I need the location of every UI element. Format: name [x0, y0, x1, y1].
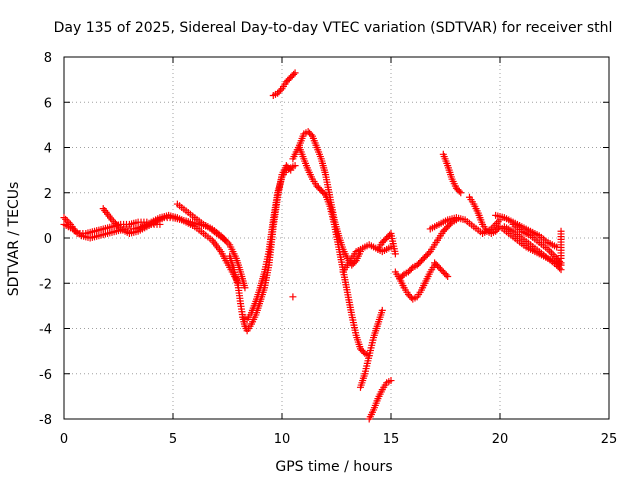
axis-ticks: 0 5 10 15 20 25 -8 -6 -4 -2 0 2 4 6 8 — [39, 51, 617, 447]
y-tick-label: -2 — [39, 277, 52, 292]
data-point — [557, 254, 565, 262]
y-tick-label: 0 — [44, 232, 52, 247]
data-point — [290, 70, 298, 78]
data-point — [557, 266, 565, 274]
x-tick-label: 15 — [383, 432, 400, 447]
x-tick-label: 5 — [169, 432, 177, 447]
chart-title: Day 135 of 2025, Sidereal Day-to-day VTE… — [54, 20, 613, 36]
data-point — [444, 272, 452, 280]
data-point — [387, 377, 395, 385]
data-point — [60, 214, 68, 222]
y-axis-label: SDTVAR / TECUs — [6, 182, 22, 297]
data-point — [425, 249, 433, 257]
x-tick-label: 25 — [601, 432, 618, 447]
data-points — [60, 69, 565, 423]
y-tick-label: -4 — [39, 323, 52, 338]
data-point — [359, 348, 367, 356]
data-point — [291, 162, 299, 170]
data-point — [320, 190, 328, 198]
series-arc-16 — [391, 261, 439, 303]
series-arc-5 — [173, 200, 249, 292]
series-arc-14 — [365, 377, 395, 423]
series-arc-6 — [226, 162, 295, 335]
data-point — [447, 220, 455, 228]
data-point — [399, 272, 407, 280]
series-arc-9 — [289, 293, 297, 301]
y-tick-label: 8 — [44, 51, 52, 66]
series-arc-24 — [509, 220, 565, 267]
series-arc-23 — [500, 223, 565, 274]
series-arc-11 — [295, 144, 373, 360]
data-point — [351, 258, 359, 266]
series-arc-13 — [356, 306, 386, 391]
series-arc-20 — [426, 214, 504, 237]
data-point — [277, 86, 285, 94]
data-point — [62, 215, 70, 223]
series-arc-7 — [239, 162, 299, 323]
x-tick-label: 0 — [60, 432, 68, 447]
series-arc-19 — [439, 150, 465, 197]
data-point — [113, 221, 121, 229]
data-point — [391, 250, 399, 258]
data-point — [455, 187, 463, 195]
data-point — [307, 131, 315, 139]
data-point — [407, 265, 415, 273]
data-point — [289, 293, 297, 301]
data-point — [549, 251, 557, 259]
data-point — [556, 264, 564, 272]
data-point — [546, 247, 554, 255]
series-arc-15 — [374, 229, 399, 258]
series-arc-17 — [396, 216, 460, 283]
data-point — [378, 306, 386, 314]
x-axis-label: GPS time / hours — [275, 459, 392, 475]
series-arc-18 — [431, 259, 452, 280]
data-point — [291, 69, 299, 77]
y-tick-label: 2 — [44, 187, 52, 202]
data-point — [547, 249, 555, 257]
data-point — [457, 189, 465, 197]
data-point — [442, 271, 450, 279]
y-tick-label: -8 — [39, 413, 52, 428]
series-arc-8 — [269, 69, 299, 99]
data-point — [63, 217, 71, 225]
data-point — [241, 284, 249, 292]
x-tick-label: 20 — [492, 432, 509, 447]
series-arc-12 — [339, 241, 395, 276]
y-tick-label: 4 — [44, 142, 52, 157]
series-arc-25 — [557, 227, 565, 262]
y-tick-label: -6 — [39, 368, 52, 383]
data-point — [556, 257, 564, 265]
x-tick-label: 10 — [274, 432, 291, 447]
y-tick-label: 6 — [44, 96, 52, 111]
